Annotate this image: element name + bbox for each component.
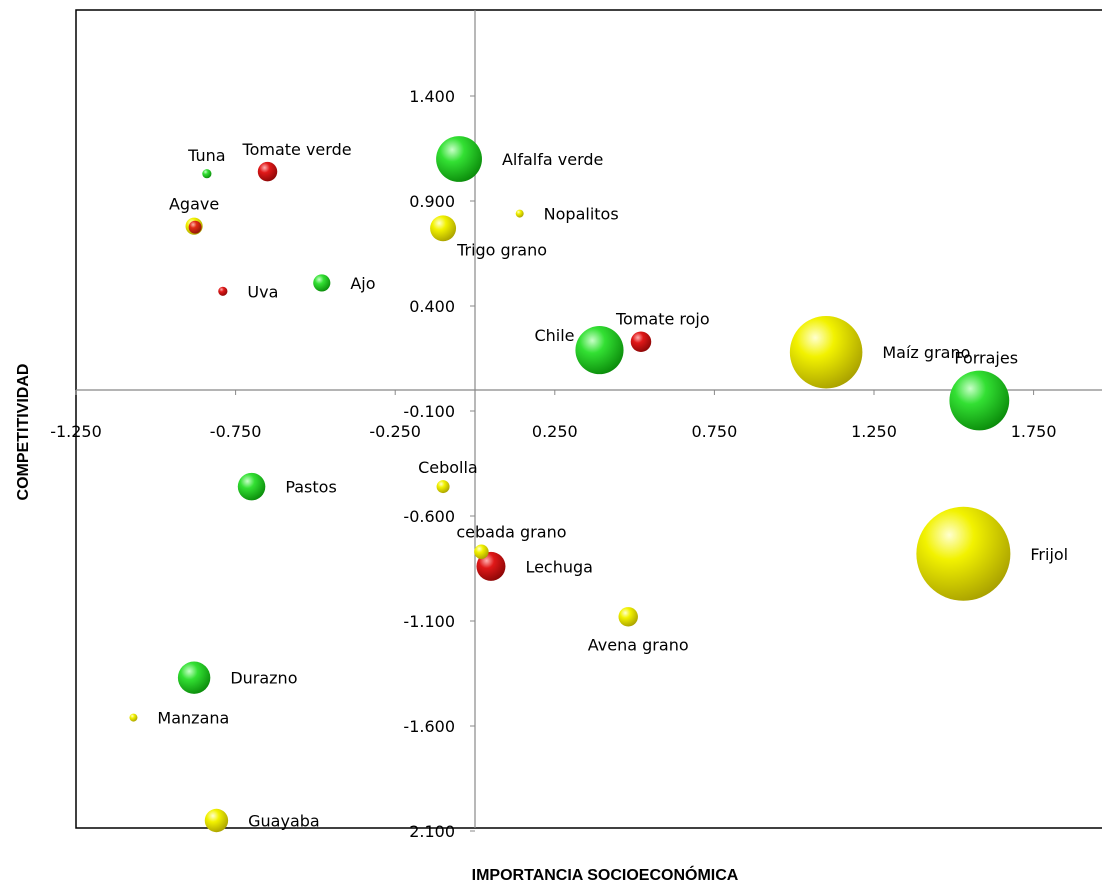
bubble-label-tomate-rojo: Tomate rojo [615, 309, 710, 328]
bubble-trigo-grano [430, 215, 457, 242]
bubble-maiz-grano [789, 315, 863, 389]
x-tick-label: 1.750 [1011, 422, 1057, 441]
bubble-avena-grano [618, 607, 638, 627]
bubble-label-tuna: Tuna [187, 146, 225, 165]
bubble-label-nopalitos: Nopalitos [544, 205, 619, 224]
bubble-pastos [237, 472, 266, 501]
bubble-forrajes [949, 370, 1010, 431]
bubble-label-cebolla: Cebolla [418, 458, 478, 477]
x-tick-label: -1.250 [50, 422, 102, 441]
bubble-alfalfa-verde [436, 136, 482, 182]
bubble-tomate-verde [257, 161, 278, 182]
bubble-label-chile: Chile [534, 326, 574, 345]
bubble-label-trigo-grano: Trigo grano [456, 240, 547, 259]
bubble-label-manzana: Manzana [157, 709, 229, 728]
bubble-cebolla [436, 480, 450, 494]
x-tick-label: -0.250 [369, 422, 421, 441]
bubble-label-durazno: Durazno [230, 669, 297, 688]
x-tick-label: 0.750 [691, 422, 737, 441]
x-axis-title: IMPORTANCIA SOCIOECONÓMICA [472, 865, 739, 884]
bubble-label-lechuga: Lechuga [525, 557, 593, 576]
bubble-label-ajo: Ajo [350, 274, 375, 293]
bubble-cebada-grano [474, 544, 489, 559]
bubble-manzana [129, 713, 138, 722]
bubble-agave-overlap [188, 220, 202, 234]
bubble-nopalitos [515, 209, 524, 218]
y-tick-label: 0.900 [409, 192, 455, 211]
bubble-label-forrajes: Forrajes [954, 349, 1018, 368]
bubble-lechuga [476, 551, 506, 581]
y-tick-label: -0.600 [403, 507, 455, 526]
bubble-label-uva: Uva [247, 282, 278, 301]
bubble-label-avena-grano: Avena grano [588, 636, 689, 655]
bubble-label-guayaba: Guayaba [248, 812, 320, 831]
bubble-label-cebada-grano: cebada grano [456, 522, 566, 541]
x-tick-label: -0.750 [210, 422, 262, 441]
bubble-guayaba [204, 808, 229, 833]
y-tick-label: 0.400 [409, 297, 455, 316]
bubble-uva [218, 286, 228, 296]
y-tick-label: -1.600 [403, 717, 455, 736]
y-axis-title: COMPETITIVIDAD [15, 364, 32, 501]
bubble-tuna [202, 169, 212, 179]
y-tick-label: -1.100 [403, 612, 455, 631]
bubble-chile [575, 326, 624, 375]
x-tick-label: 1.250 [851, 422, 897, 441]
y-tick-label: -0.100 [403, 402, 455, 421]
bubble-label-maiz-grano: Maíz grano [882, 343, 970, 362]
plot-area-border [75, 9, 1102, 829]
bubble-label-pastos: Pastos [285, 478, 336, 497]
y-tick-label: 2.100 [409, 822, 455, 841]
bubble-label-frijol: Frijol [1030, 545, 1068, 564]
bubble-durazno [177, 661, 211, 694]
bubble-label-agave: Agave [169, 195, 219, 214]
y-tick-label: 1.400 [409, 87, 455, 106]
bubble-tomate-rojo [630, 331, 652, 352]
x-tick-label: 0.250 [532, 422, 578, 441]
bubble-label-alfalfa-verde: Alfalfa verde [502, 150, 603, 169]
bubble-frijol [916, 506, 1011, 601]
bubble-ajo [313, 274, 331, 292]
bubble-label-tomate-verde: Tomate verde [242, 140, 352, 159]
